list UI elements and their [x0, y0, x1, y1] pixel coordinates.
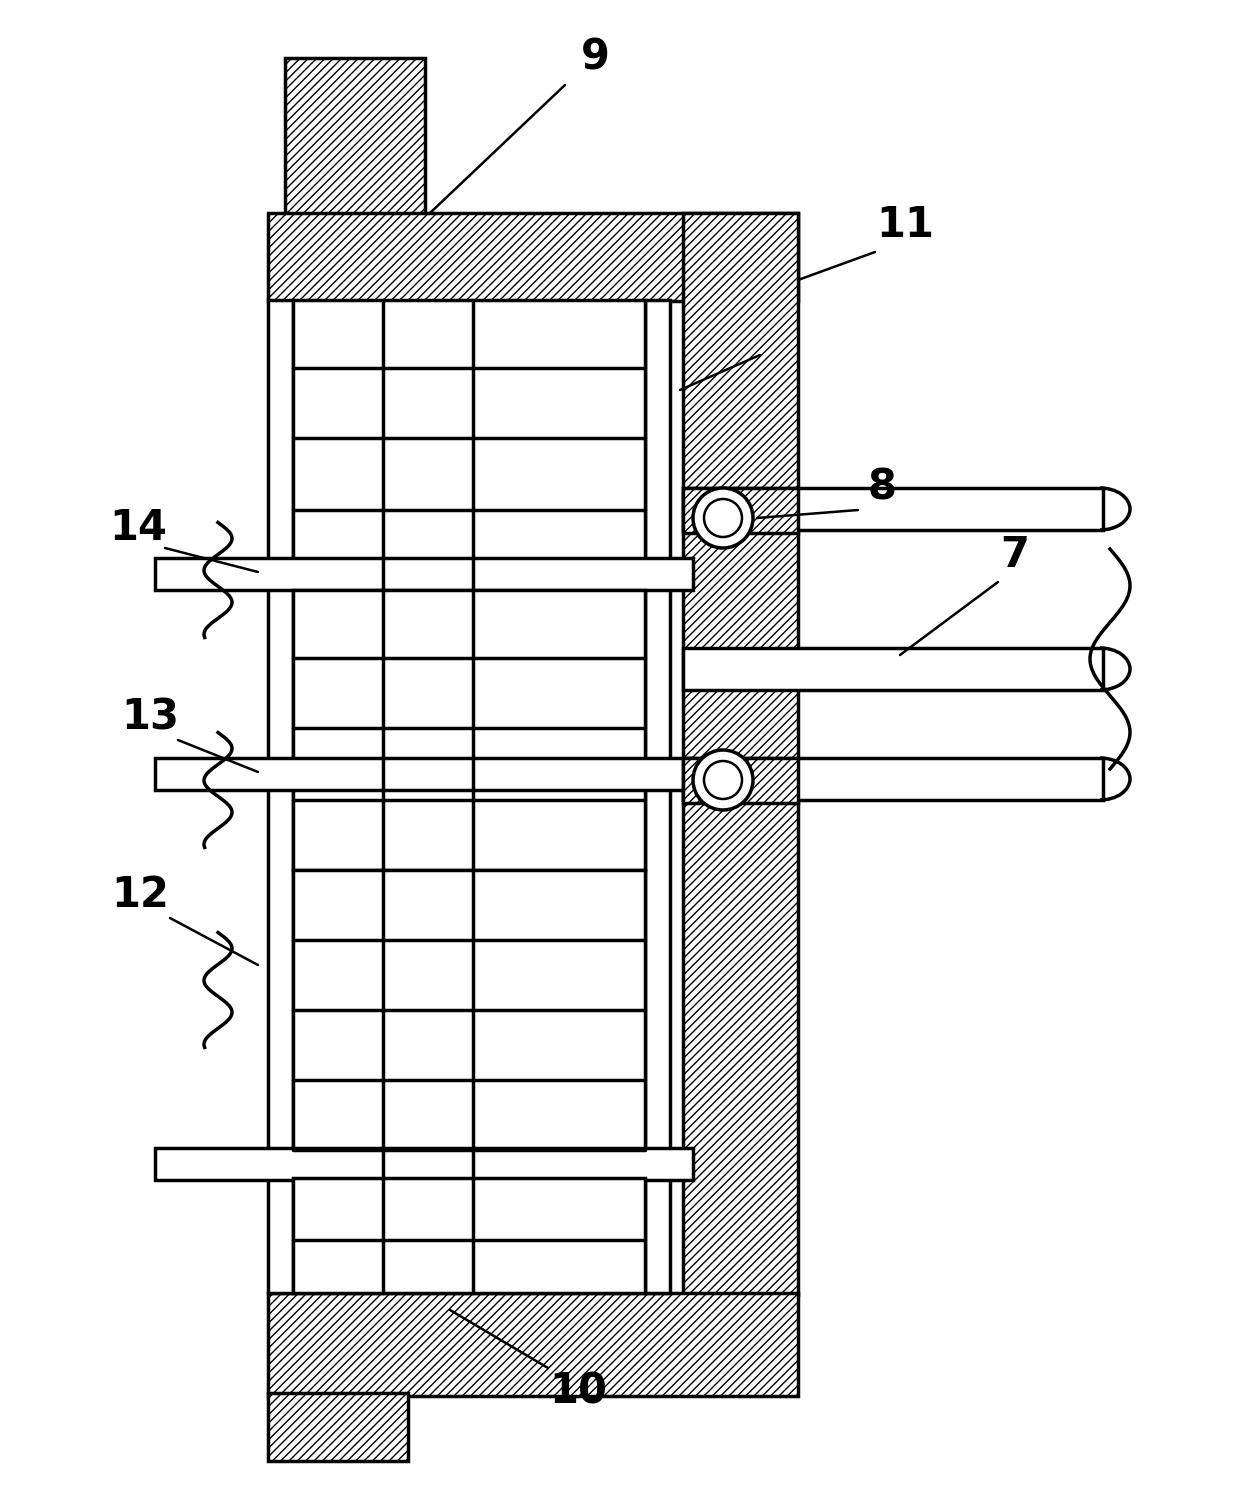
- Text: 12: 12: [112, 874, 169, 916]
- Text: 9: 9: [580, 37, 609, 79]
- Bar: [155, 758, 693, 790]
- Bar: [268, 300, 293, 1294]
- Circle shape: [693, 488, 753, 549]
- Bar: [683, 758, 1104, 800]
- Bar: [268, 1393, 408, 1462]
- Circle shape: [704, 500, 742, 537]
- Circle shape: [693, 749, 753, 810]
- Text: 14: 14: [109, 507, 167, 549]
- Bar: [268, 1294, 799, 1396]
- Bar: [268, 213, 799, 300]
- Bar: [645, 300, 670, 1294]
- Bar: [155, 1148, 693, 1181]
- Text: 13: 13: [122, 697, 179, 739]
- Text: 11: 11: [875, 204, 934, 245]
- Bar: [155, 558, 693, 590]
- Bar: [683, 488, 799, 532]
- Bar: [293, 1178, 645, 1294]
- Bar: [285, 58, 425, 216]
- Text: 10: 10: [549, 1371, 608, 1413]
- Bar: [293, 300, 645, 590]
- Bar: [683, 648, 1104, 690]
- Text: 8: 8: [868, 467, 897, 509]
- Bar: [683, 488, 1104, 529]
- Bar: [293, 590, 645, 870]
- Text: 7: 7: [1001, 534, 1029, 575]
- Bar: [293, 870, 645, 1181]
- Bar: [683, 758, 799, 803]
- Circle shape: [704, 761, 742, 799]
- Bar: [683, 213, 799, 1295]
